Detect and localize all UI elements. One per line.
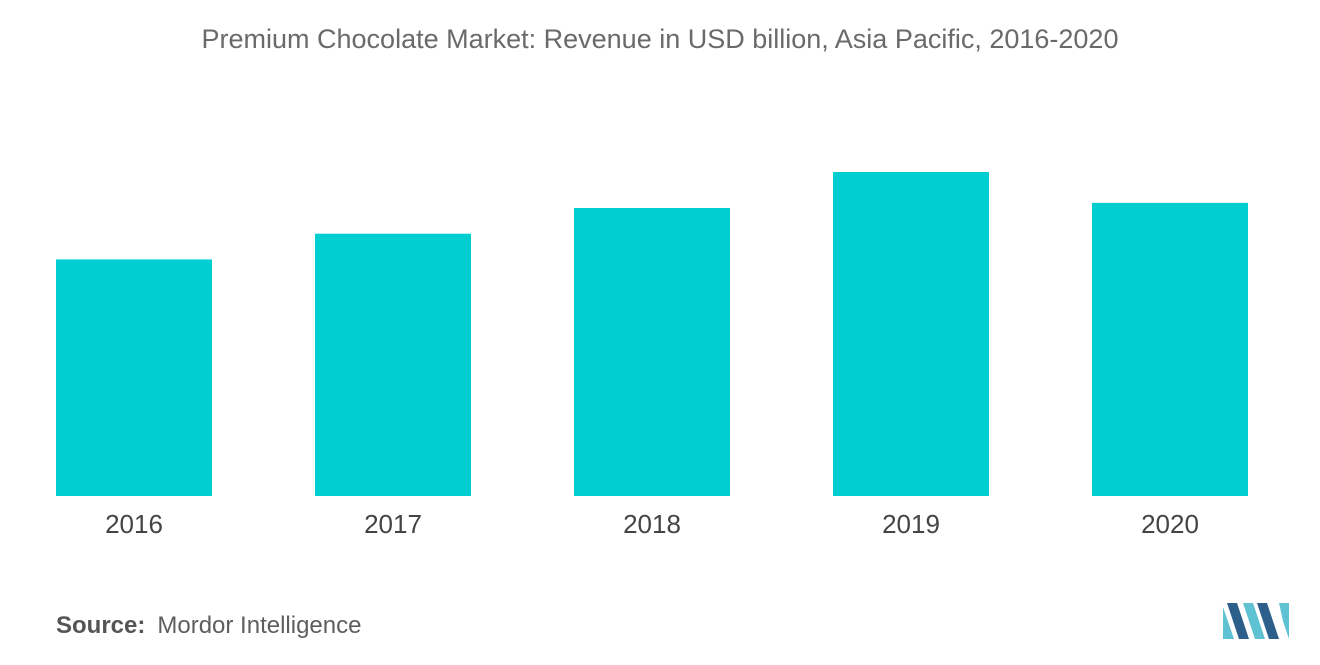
bar-2020 xyxy=(1092,202,1248,496)
mordor-intelligence-logo xyxy=(1223,603,1289,639)
x-tick-label-2020: 2020 xyxy=(1141,509,1199,539)
x-tick-label-2018: 2018 xyxy=(623,509,681,539)
bar-2019 xyxy=(833,172,989,496)
source-credit: Source: Mordor Intelligence xyxy=(56,612,361,640)
bar-2017 xyxy=(315,233,471,496)
x-tick-label-2016: 2016 xyxy=(105,509,163,539)
source-label: Source: xyxy=(56,612,146,639)
source-text: Mordor Intelligence xyxy=(157,612,362,639)
x-tick-label-2019: 2019 xyxy=(882,509,940,539)
bar-2016 xyxy=(56,259,212,496)
chart-title: Premium Chocolate Market: Revenue in USD… xyxy=(201,24,1119,54)
x-tick-label-2017: 2017 xyxy=(364,509,422,539)
bar-2018 xyxy=(574,208,730,496)
